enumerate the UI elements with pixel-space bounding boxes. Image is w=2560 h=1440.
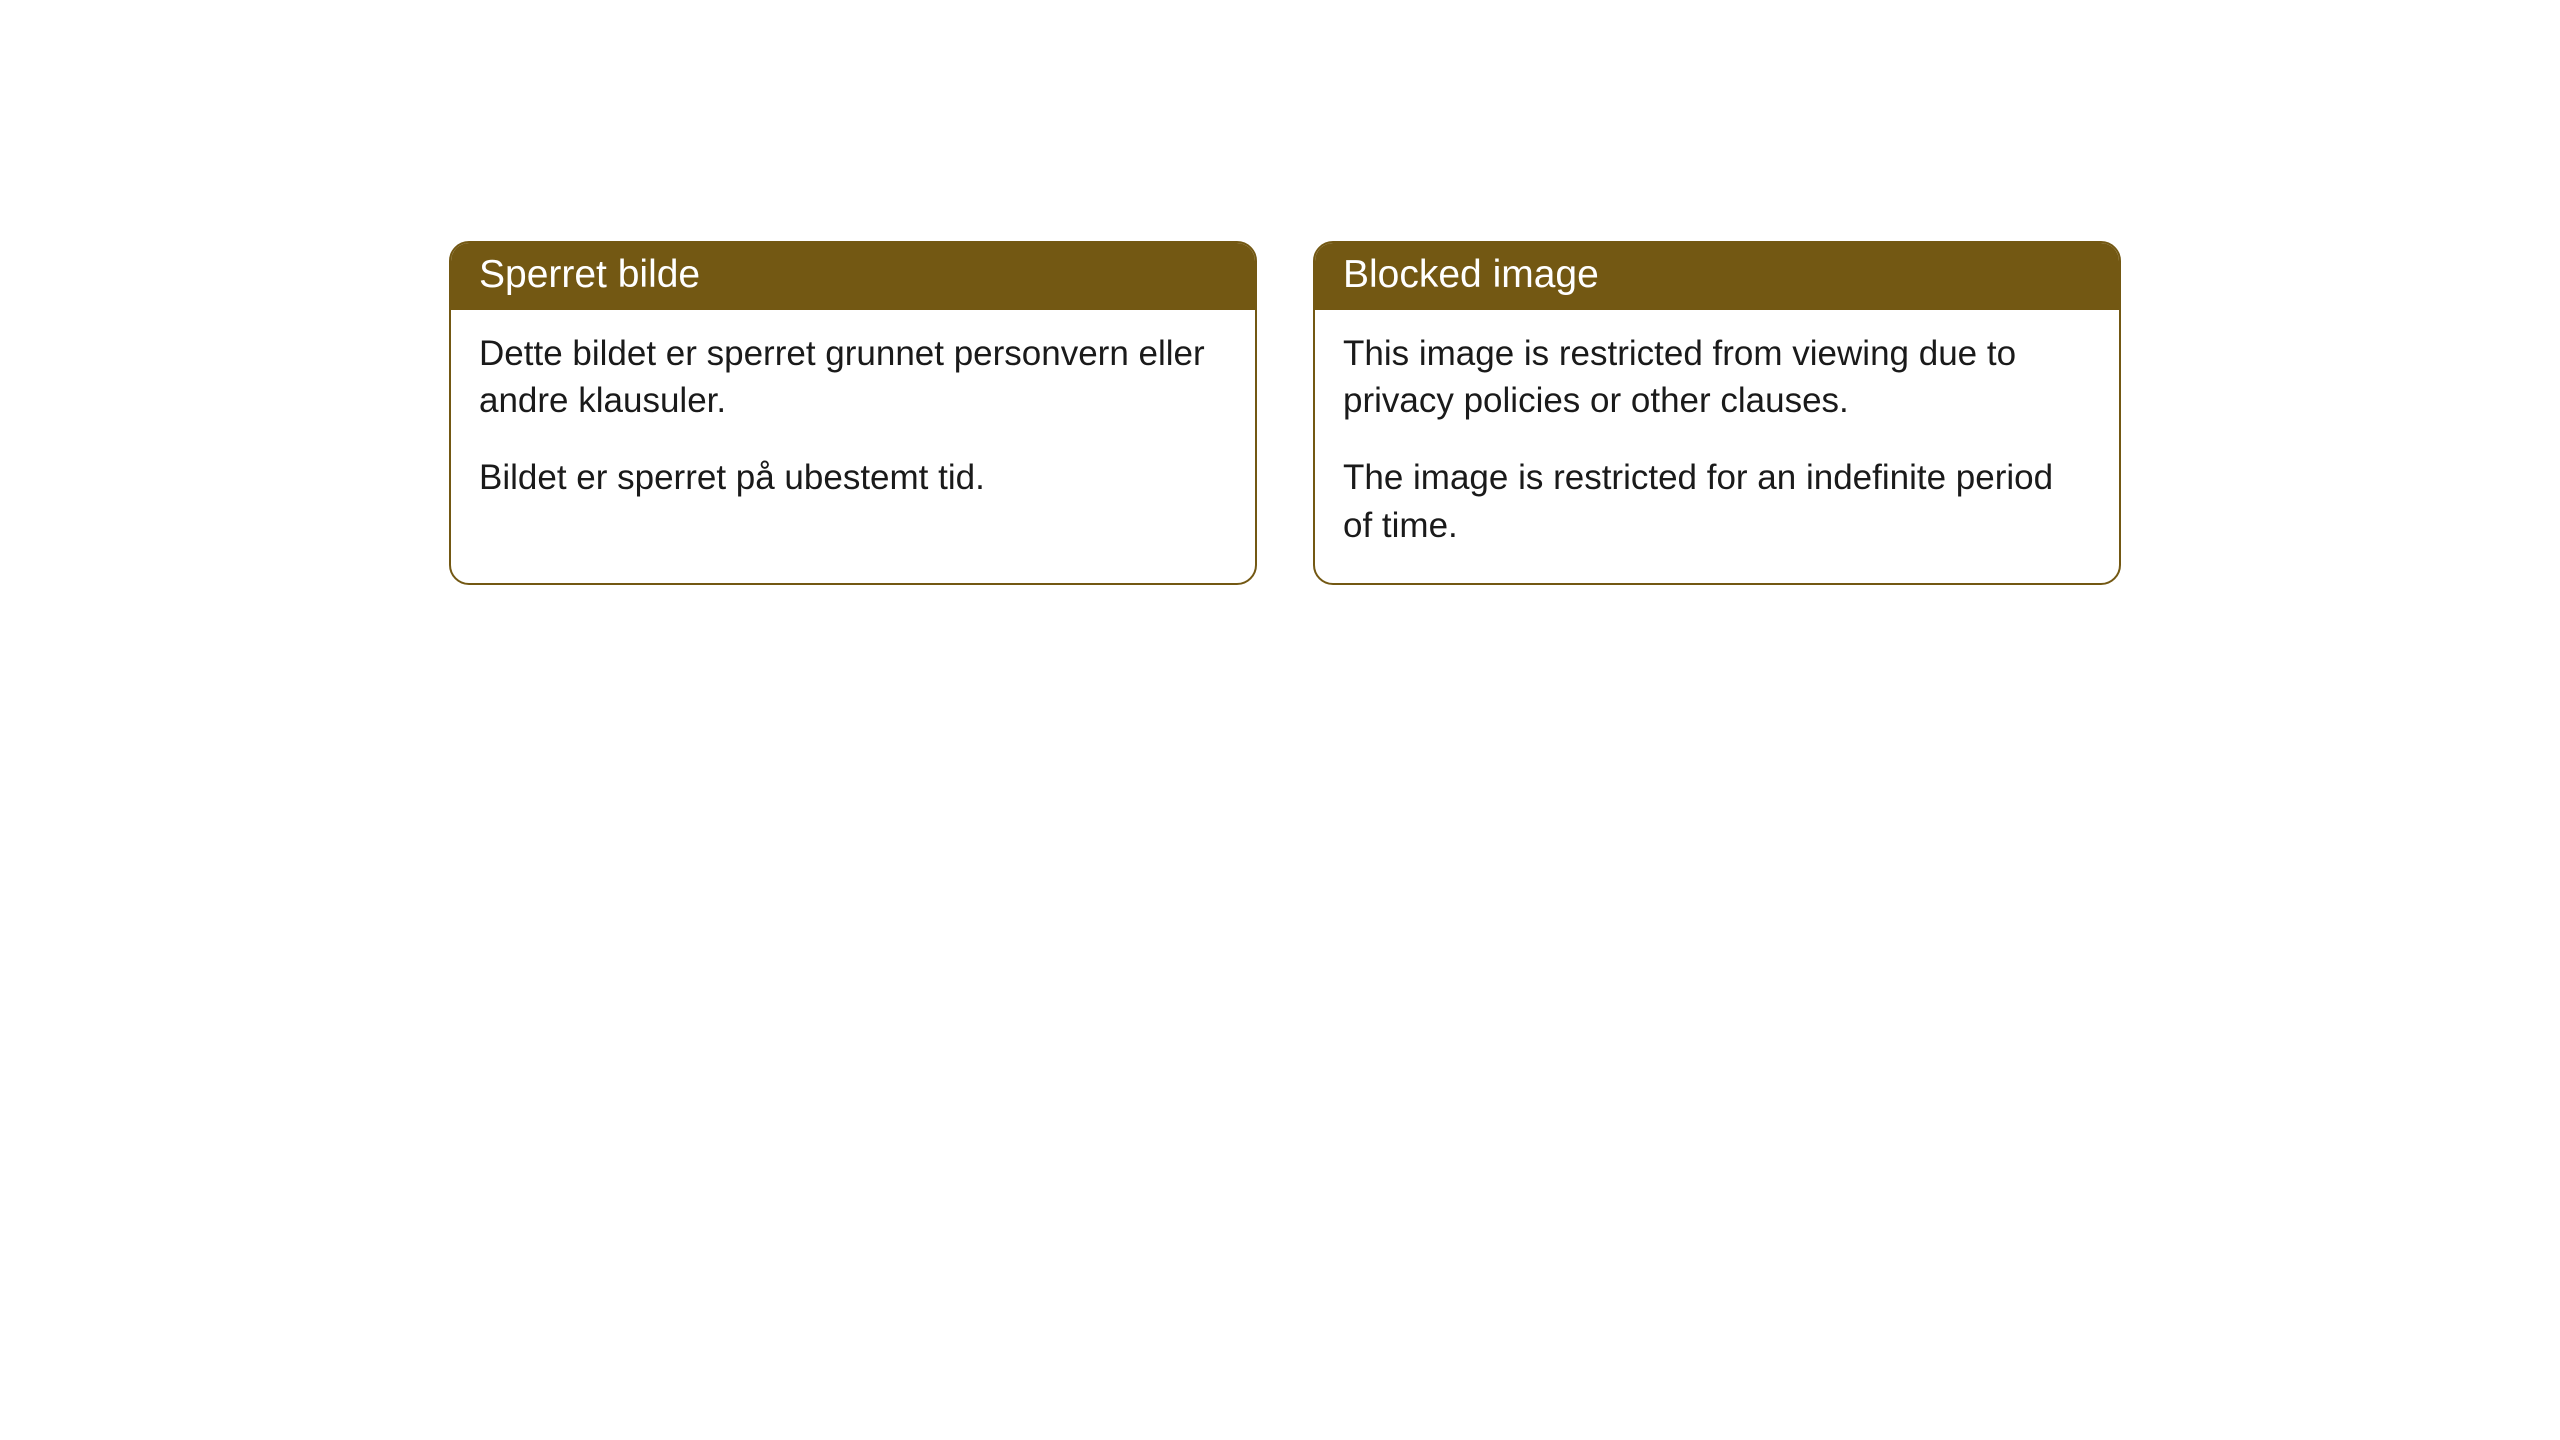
blocked-image-card-en: Blocked image This image is restricted f…: [1313, 241, 2121, 585]
card-paragraph: The image is restricted for an indefinit…: [1343, 454, 2091, 549]
card-body: Dette bildet er sperret grunnet personve…: [451, 310, 1255, 536]
cards-container: Sperret bilde Dette bildet er sperret gr…: [449, 241, 2121, 585]
card-paragraph: Bildet er sperret på ubestemt tid.: [479, 454, 1227, 501]
card-body: This image is restricted from viewing du…: [1315, 310, 2119, 583]
card-header: Blocked image: [1315, 243, 2119, 310]
card-paragraph: Dette bildet er sperret grunnet personve…: [479, 330, 1227, 425]
card-header: Sperret bilde: [451, 243, 1255, 310]
card-title: Sperret bilde: [479, 253, 700, 296]
blocked-image-card-no: Sperret bilde Dette bildet er sperret gr…: [449, 241, 1257, 585]
card-title: Blocked image: [1343, 253, 1599, 296]
card-paragraph: This image is restricted from viewing du…: [1343, 330, 2091, 425]
